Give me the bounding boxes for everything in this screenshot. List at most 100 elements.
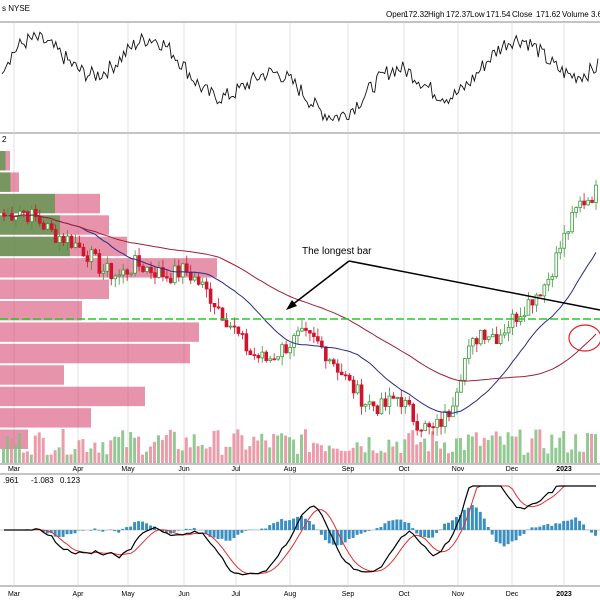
candle-body-17 bbox=[69, 235, 74, 248]
volume-bar-61 bbox=[244, 449, 248, 463]
macd-histogram-bar-68 bbox=[272, 523, 276, 530]
candle-body-71 bbox=[284, 344, 288, 354]
volume-bar-4 bbox=[17, 433, 21, 463]
macd-histogram-bar-84 bbox=[335, 530, 339, 546]
candle-body-93 bbox=[371, 401, 376, 407]
volume-bar-98 bbox=[391, 446, 395, 463]
macd-histogram-bar-148 bbox=[590, 530, 594, 533]
candle-body-120 bbox=[478, 329, 483, 345]
low-label: Low bbox=[470, 10, 485, 19]
candle-body-35 bbox=[141, 265, 145, 272]
candle-body-106 bbox=[423, 423, 427, 432]
candle-body-116 bbox=[463, 358, 467, 381]
candle-body-82 bbox=[328, 359, 332, 362]
candle-body-16 bbox=[65, 235, 70, 243]
macd-histogram-bar-14 bbox=[57, 530, 61, 538]
candle-body-114 bbox=[455, 391, 459, 407]
volume-bar-126 bbox=[502, 444, 506, 463]
macd-histogram-bar-54 bbox=[216, 530, 220, 540]
candle-body-110 bbox=[439, 418, 443, 427]
candle-body-144 bbox=[574, 207, 578, 213]
candle-body-107 bbox=[427, 423, 431, 428]
candle-body-38 bbox=[153, 272, 157, 278]
volume-bar-138 bbox=[550, 434, 554, 463]
macd-x-tick-label-5: Aug bbox=[284, 591, 297, 598]
volume-bar-19 bbox=[77, 440, 81, 463]
volume-bar-38 bbox=[152, 441, 156, 463]
close-value: 171.62 bbox=[536, 10, 561, 19]
candle-body-140 bbox=[558, 247, 563, 254]
volume-bar-81 bbox=[323, 451, 327, 463]
macd-histogram-bar-43 bbox=[172, 530, 176, 532]
macd-histogram-bar-127 bbox=[506, 530, 510, 545]
volume-bar-105 bbox=[419, 441, 423, 463]
macd-histogram-bar-129 bbox=[514, 530, 518, 541]
price-candles bbox=[2, 179, 598, 438]
volume-bar-30 bbox=[121, 430, 125, 463]
vp-up-part-0 bbox=[0, 151, 6, 171]
candle-body-122 bbox=[486, 336, 491, 340]
candle-body-126 bbox=[502, 332, 507, 336]
macd-histogram-bar-104 bbox=[415, 530, 419, 534]
volume-bar-0 bbox=[2, 448, 5, 463]
vp-bar-8 bbox=[0, 322, 199, 342]
macd-histogram-bar-36 bbox=[145, 523, 149, 530]
macd-histogram-bar-92 bbox=[367, 530, 371, 531]
macd-histogram-bar-88 bbox=[351, 530, 355, 538]
volume-bar-127 bbox=[506, 432, 510, 463]
volume-bar-146 bbox=[582, 451, 586, 463]
volume-bar-55 bbox=[220, 454, 224, 463]
candle-body-129 bbox=[514, 313, 519, 322]
macd-histogram-bar-94 bbox=[375, 528, 379, 530]
x-tick-label-5: Aug bbox=[284, 466, 297, 473]
x-tick-label-9: Dec bbox=[506, 466, 519, 473]
vp-up-part-4 bbox=[0, 236, 70, 257]
volume-bar-62 bbox=[248, 446, 252, 463]
volume-bar-46 bbox=[184, 437, 188, 463]
volume-bar-77 bbox=[307, 452, 311, 463]
volume-bar-3 bbox=[13, 444, 17, 463]
volume-bar-8 bbox=[33, 435, 37, 463]
volume-bar-88 bbox=[351, 447, 355, 463]
volume-bar-113 bbox=[450, 451, 454, 463]
candle-body-149 bbox=[594, 184, 598, 203]
volume-bar-119 bbox=[474, 432, 478, 463]
macd-histogram-bar-51 bbox=[204, 530, 208, 535]
volume-bar-33 bbox=[133, 437, 137, 463]
candle-body-95 bbox=[379, 398, 384, 415]
macd-histogram-bar-15 bbox=[61, 530, 65, 537]
candle-body-25 bbox=[101, 270, 106, 274]
price-panel-corner-label: 2 bbox=[2, 135, 7, 144]
macd-histogram-bar-117 bbox=[466, 507, 470, 530]
candle-body-55 bbox=[220, 307, 225, 321]
volume-bar-149 bbox=[594, 434, 597, 463]
x-tick-label-8: Nov bbox=[452, 466, 465, 473]
macd-histogram-bar-97 bbox=[387, 520, 391, 530]
candle-body-103 bbox=[411, 403, 416, 422]
macd-x-axis-labels: Mar Apr May Jun Jul Aug Sep Oct Nov Dec 2023 bbox=[8, 591, 572, 598]
candle-body-143 bbox=[570, 212, 574, 233]
volume-bar-110 bbox=[439, 448, 443, 463]
volume-bar-70 bbox=[280, 433, 284, 463]
candle-body-61 bbox=[244, 333, 249, 352]
macd-histogram-bar-125 bbox=[498, 530, 502, 544]
volume-value: 3.6 bbox=[591, 10, 600, 19]
volume-bar-114 bbox=[454, 438, 458, 463]
macd-histogram-bar-25 bbox=[101, 530, 105, 532]
candle-body-131 bbox=[522, 314, 527, 318]
macd-histogram-bar-106 bbox=[423, 530, 427, 538]
highlight-circle bbox=[568, 324, 600, 352]
macd-histogram-bar-144 bbox=[574, 517, 578, 530]
volume-bar-87 bbox=[347, 450, 351, 463]
candle-body-76 bbox=[304, 327, 308, 331]
candle-body-59 bbox=[236, 326, 241, 334]
candle-body-60 bbox=[240, 333, 245, 335]
volume-bar-83 bbox=[331, 448, 335, 463]
volume-bar-90 bbox=[359, 446, 363, 463]
candle-body-84 bbox=[335, 363, 340, 373]
volume-bar-47 bbox=[188, 447, 192, 463]
macd-histogram-bar-86 bbox=[343, 530, 347, 543]
candle-body-81 bbox=[324, 346, 328, 362]
macd-histogram-bar-135 bbox=[538, 526, 542, 530]
candle-body-20 bbox=[81, 246, 86, 257]
